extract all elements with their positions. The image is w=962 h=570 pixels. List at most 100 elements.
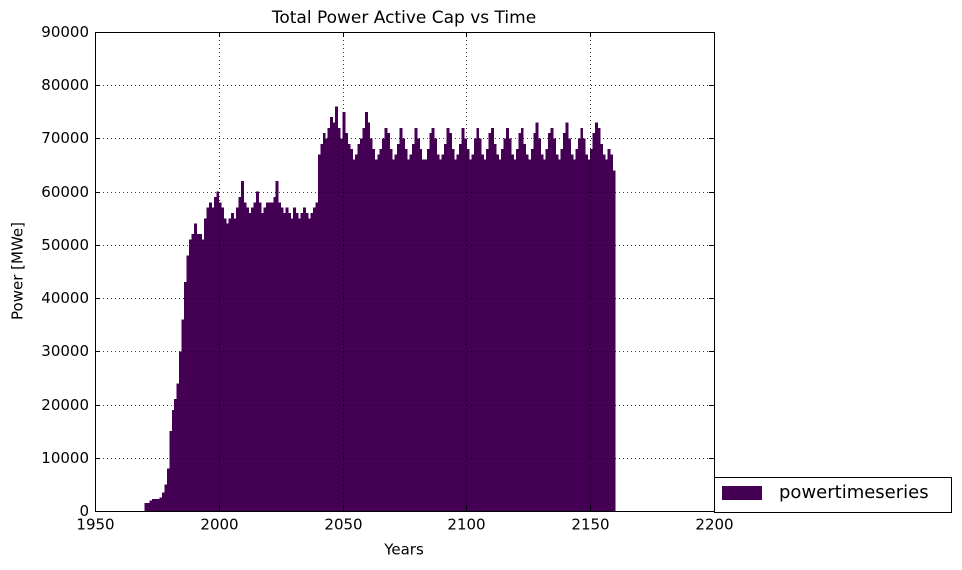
bar <box>382 138 386 511</box>
x-tick-label: 1950 <box>76 516 114 534</box>
bar <box>513 159 517 511</box>
bar <box>506 127 509 512</box>
bar <box>335 106 339 511</box>
bar <box>483 159 487 511</box>
bar <box>501 149 504 512</box>
bar <box>325 138 329 511</box>
bar <box>372 149 376 512</box>
bar <box>290 218 294 511</box>
bar <box>268 202 272 512</box>
bar <box>518 133 522 511</box>
bar <box>208 202 212 512</box>
bar <box>540 154 544 511</box>
x-axis-label: Years <box>383 541 424 559</box>
bar <box>154 498 158 511</box>
bar <box>312 207 316 511</box>
bar <box>419 149 423 512</box>
bar <box>550 127 554 512</box>
bar <box>359 138 363 511</box>
bar <box>169 431 173 511</box>
bar <box>456 154 460 511</box>
bar <box>171 409 175 511</box>
bar <box>283 212 287 511</box>
bar <box>543 159 547 511</box>
bar <box>198 234 202 511</box>
bar <box>295 212 299 511</box>
bar <box>243 202 247 512</box>
bar <box>466 149 470 512</box>
bar <box>258 202 262 512</box>
bar <box>392 159 395 511</box>
bar <box>238 196 242 511</box>
y-tick-label: 90000 <box>41 23 89 41</box>
y-tick-label: 40000 <box>41 289 89 307</box>
bar <box>156 498 160 511</box>
y-tick-label: 60000 <box>41 183 89 201</box>
x-tick-label: 2150 <box>571 516 609 534</box>
bar <box>446 127 450 512</box>
bar <box>174 399 178 511</box>
bar <box>352 159 356 511</box>
x-tick-label: 2200 <box>695 516 733 534</box>
bar <box>364 111 368 511</box>
bar <box>196 234 200 511</box>
bar <box>322 133 326 511</box>
bar <box>273 196 277 511</box>
bar <box>342 111 346 511</box>
bar <box>231 212 235 511</box>
bar <box>307 218 311 511</box>
bar <box>213 196 217 511</box>
bar <box>439 159 443 511</box>
bar <box>191 234 195 511</box>
bar <box>478 138 482 511</box>
bar <box>253 202 257 512</box>
bar <box>223 218 227 511</box>
bar <box>553 138 556 511</box>
x-tick-label: 2000 <box>200 516 238 534</box>
bar <box>416 138 420 511</box>
legend-label: powertimeseries <box>779 482 929 503</box>
bar <box>300 212 304 511</box>
bar <box>181 319 185 511</box>
bar <box>389 149 393 512</box>
bar <box>449 133 452 511</box>
bar <box>186 255 190 511</box>
y-axis-label: Power [MWe] <box>9 222 27 320</box>
y-tick-label: 10000 <box>41 449 89 467</box>
bar <box>350 149 353 512</box>
bar <box>218 202 222 512</box>
bar <box>194 223 197 511</box>
bar <box>255 191 259 511</box>
bar <box>577 138 581 511</box>
bar <box>451 149 455 512</box>
bar <box>367 122 371 511</box>
bar <box>179 351 183 511</box>
bar <box>176 383 180 511</box>
bar <box>461 127 465 512</box>
bar <box>302 207 306 511</box>
bar <box>226 223 230 511</box>
bar <box>404 149 408 512</box>
bar <box>590 149 594 512</box>
bar <box>560 149 564 512</box>
bar <box>463 138 467 511</box>
bar <box>575 149 579 512</box>
bar <box>298 218 301 511</box>
bar <box>159 497 163 511</box>
bar <box>580 127 584 512</box>
y-tick-label: 30000 <box>41 342 89 360</box>
x-tick-label: 2050 <box>324 516 362 534</box>
bar <box>525 154 529 511</box>
bar <box>503 138 507 511</box>
bar <box>345 133 348 511</box>
y-tick-label: 70000 <box>41 129 89 147</box>
bar <box>515 149 519 512</box>
bar <box>317 154 321 511</box>
bar <box>436 154 440 511</box>
bar <box>523 143 527 511</box>
bar <box>394 154 398 511</box>
bar <box>184 282 188 511</box>
bar <box>491 127 495 512</box>
bar <box>305 212 309 511</box>
